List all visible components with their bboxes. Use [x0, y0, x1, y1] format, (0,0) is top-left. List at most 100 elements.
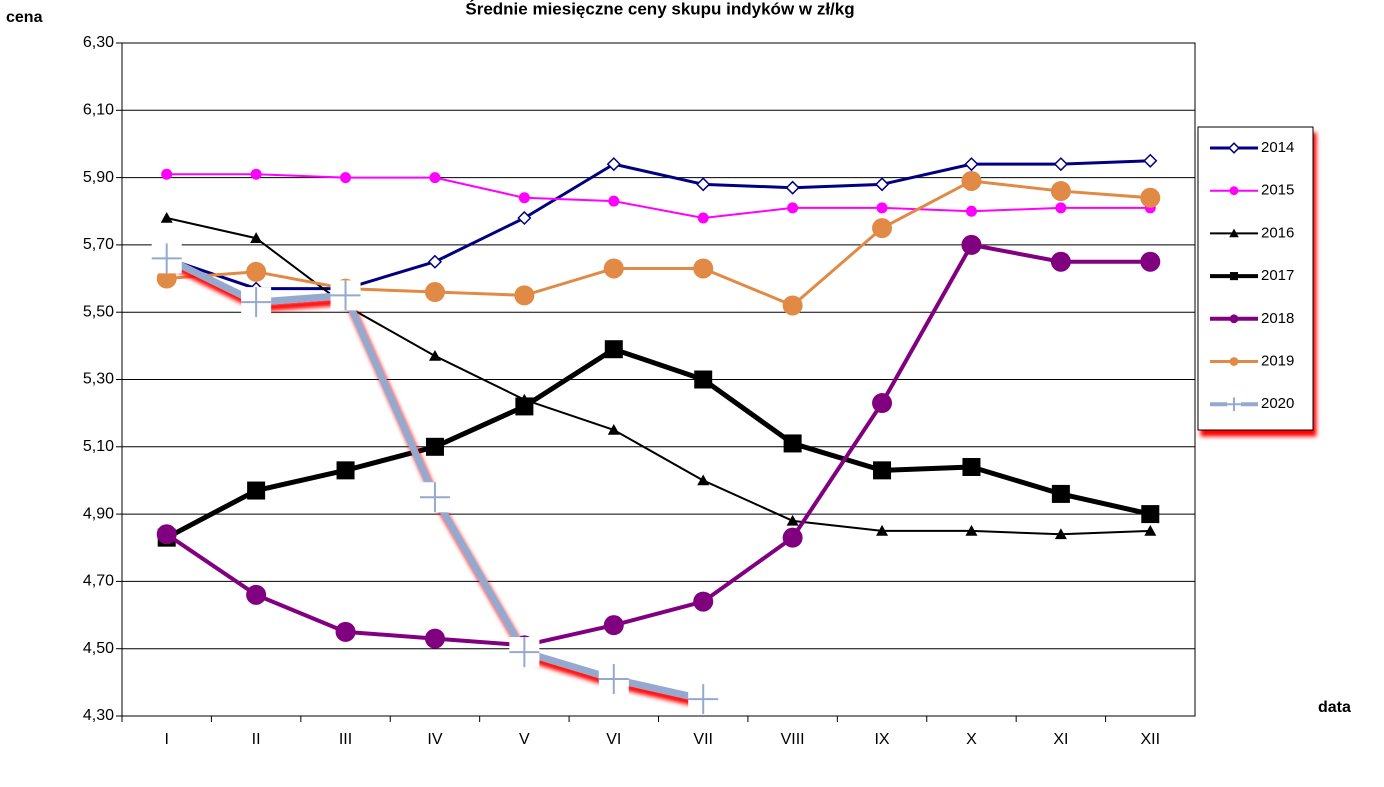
marker	[1144, 524, 1157, 536]
marker-plus	[1227, 397, 1241, 411]
marker	[783, 434, 802, 453]
marker	[336, 461, 355, 480]
marker	[1050, 181, 1071, 202]
marker	[782, 527, 803, 548]
marker	[424, 628, 445, 649]
marker	[782, 295, 803, 316]
marker	[246, 261, 267, 282]
x-tick-label: II	[252, 731, 261, 748]
marker	[604, 340, 623, 359]
legend-label: 2015	[1261, 182, 1294, 199]
marker-plus	[241, 287, 272, 318]
marker	[156, 268, 177, 289]
marker	[607, 423, 620, 435]
y-tick-label: 4,90	[83, 505, 114, 522]
x-axis-label: data	[1318, 699, 1351, 716]
x-tick-label: III	[339, 731, 352, 748]
marker	[1054, 528, 1067, 540]
marker	[424, 282, 445, 303]
y-tick-label: 6,10	[83, 102, 114, 119]
marker	[965, 524, 978, 536]
series-line	[166, 217, 1151, 536]
marker	[427, 254, 443, 269]
marker	[509, 637, 540, 668]
marker	[515, 397, 534, 416]
marker	[606, 157, 621, 172]
x-tick-label: X	[966, 731, 977, 748]
marker	[787, 202, 799, 214]
marker	[696, 177, 711, 192]
marker	[1229, 314, 1239, 324]
marker	[603, 615, 624, 636]
legend-label: 2020	[1261, 395, 1294, 412]
series-line	[166, 173, 1151, 219]
marker	[340, 172, 352, 184]
marker	[161, 168, 173, 180]
y-tick-label: 5,70	[83, 236, 114, 253]
marker	[250, 232, 263, 243]
marker	[876, 524, 889, 536]
y-axis-label: cena	[6, 9, 43, 26]
marker	[961, 234, 982, 255]
legend-label: 2018	[1261, 310, 1294, 327]
marker	[785, 180, 800, 195]
y-tick-label: 4,70	[83, 573, 114, 590]
marker	[874, 177, 890, 192]
marker	[872, 393, 893, 414]
marker	[608, 195, 620, 207]
marker-plus	[598, 663, 629, 694]
legend-label: 2014	[1261, 139, 1294, 156]
x-tick-label: IX	[874, 731, 889, 748]
marker	[962, 457, 981, 476]
marker	[1229, 228, 1239, 238]
marker	[693, 591, 714, 612]
y-tick-label: 5,90	[83, 169, 114, 186]
marker	[598, 663, 629, 694]
marker	[1140, 187, 1161, 208]
marker	[1140, 251, 1161, 272]
marker	[335, 621, 356, 642]
marker	[241, 287, 272, 318]
marker	[514, 285, 535, 306]
legend-label: 2019	[1261, 352, 1294, 369]
marker	[151, 243, 182, 274]
marker	[246, 584, 267, 605]
series-line	[166, 179, 1151, 307]
x-tick-label: XI	[1053, 731, 1068, 748]
x-tick-label: VIII	[781, 731, 805, 748]
chart-title: Średnie miesięczne ceny skupu indyków w …	[465, 0, 854, 18]
marker	[1229, 272, 1239, 281]
marker	[603, 258, 624, 279]
marker	[693, 258, 714, 279]
marker	[330, 280, 361, 311]
marker	[428, 349, 441, 361]
marker-plus	[330, 280, 361, 311]
series-line	[165, 242, 1151, 648]
marker	[1227, 397, 1241, 411]
marker	[961, 170, 982, 191]
x-tick-label: I	[164, 731, 168, 748]
marker	[688, 684, 719, 715]
marker	[425, 437, 444, 456]
y-tick-label: 4,50	[83, 640, 114, 657]
marker	[1229, 186, 1239, 196]
marker	[694, 370, 713, 389]
marker	[1141, 505, 1160, 524]
marker	[876, 202, 888, 214]
marker	[873, 461, 892, 480]
y-tick-label: 5,50	[83, 303, 114, 320]
marker	[250, 168, 262, 180]
marker	[964, 157, 979, 172]
marker-plus	[419, 482, 450, 513]
marker	[1050, 251, 1071, 272]
y-tick-label: 5,30	[83, 371, 114, 388]
marker-plus	[509, 637, 540, 668]
marker-plus	[688, 684, 719, 715]
marker	[247, 481, 266, 500]
marker	[1229, 357, 1239, 366]
marker	[1055, 202, 1067, 214]
marker	[1051, 484, 1070, 503]
marker	[965, 205, 977, 217]
